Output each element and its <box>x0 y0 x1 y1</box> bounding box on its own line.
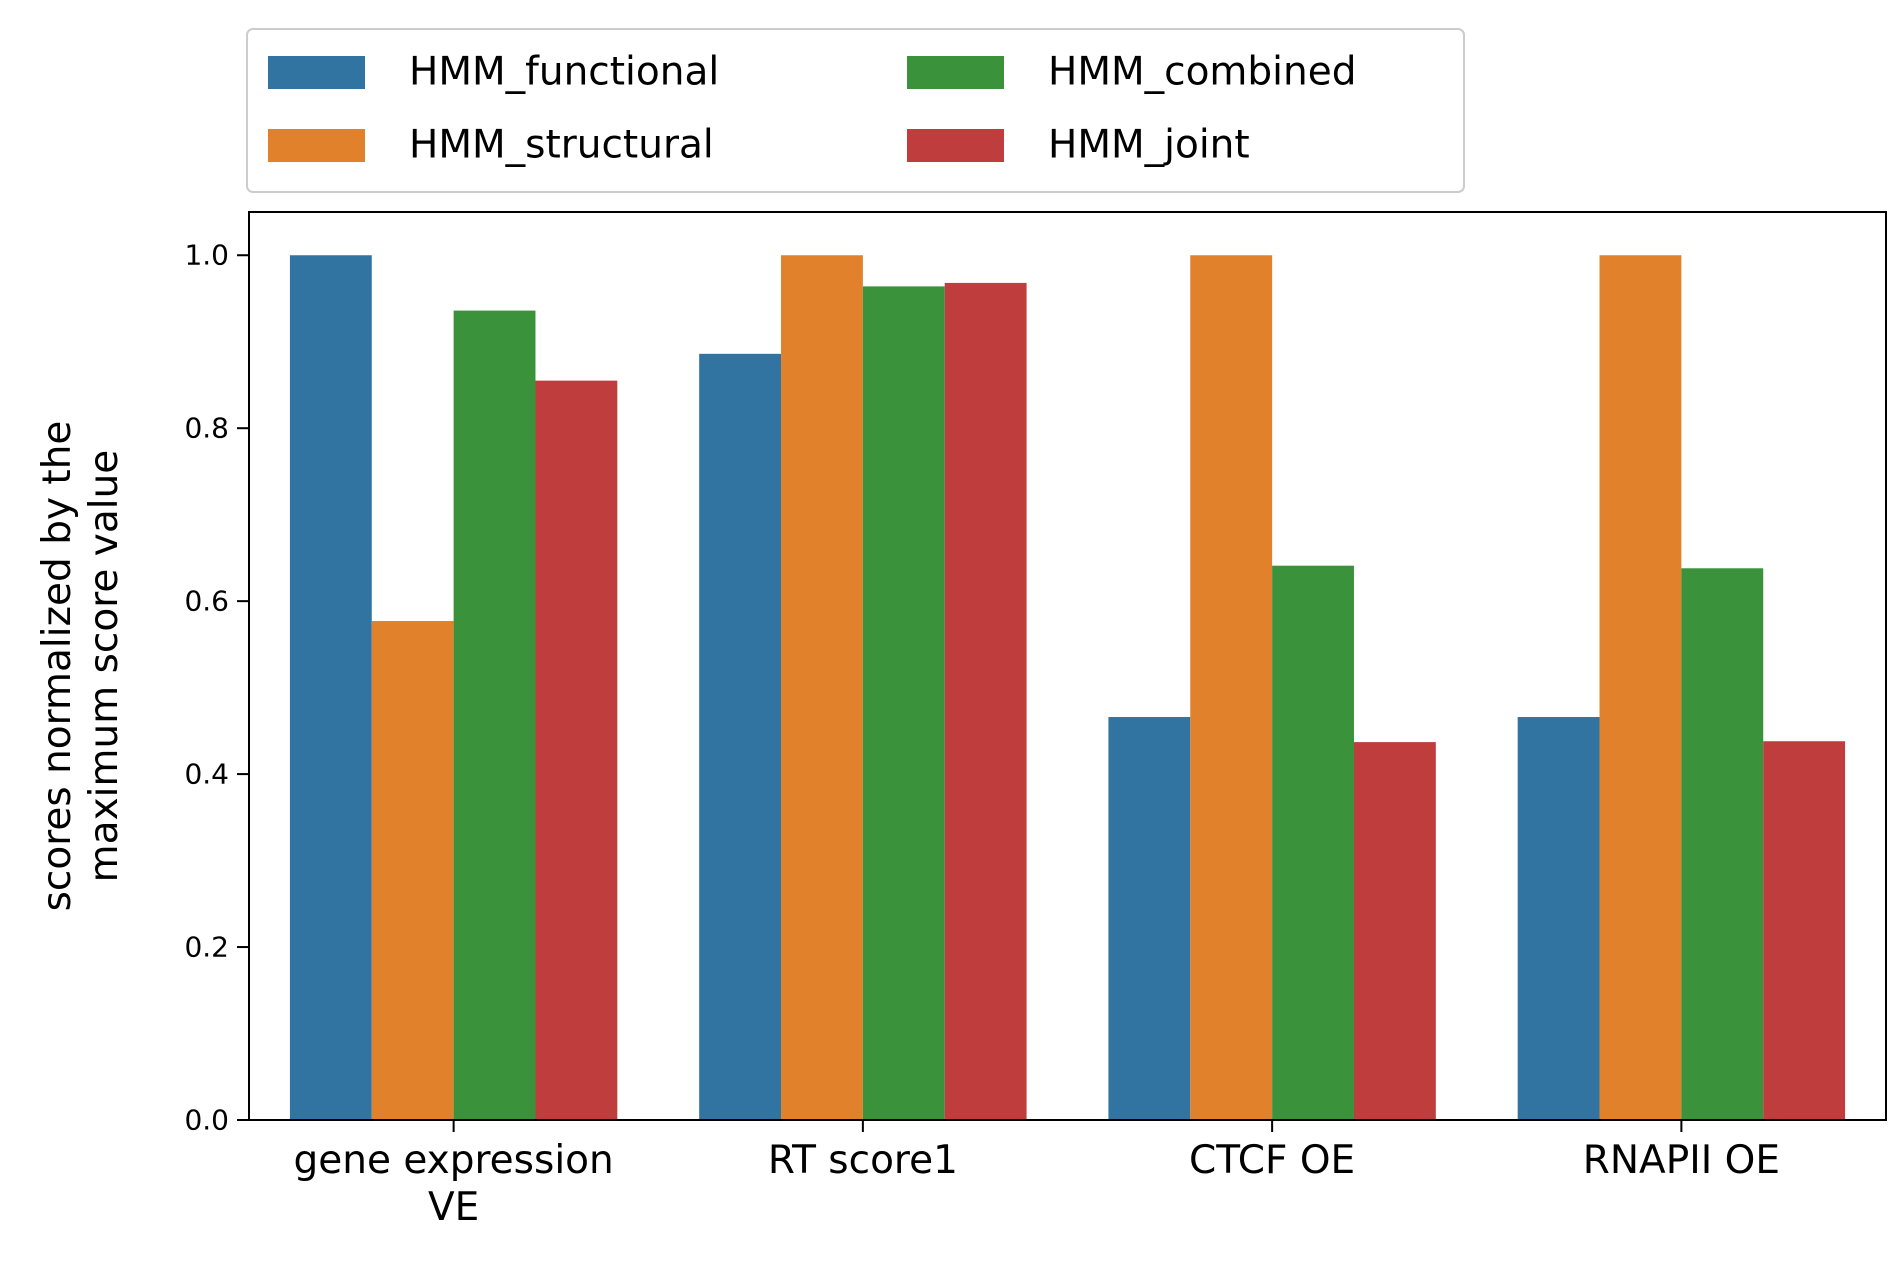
bar-HMM_joint-3 <box>1763 741 1846 1120</box>
y-tick-label: 0.0 <box>184 1104 229 1137</box>
bar-HMM_combined-2 <box>1272 565 1354 1120</box>
bar-HMM_joint-1 <box>944 282 1027 1120</box>
bars-layer <box>289 255 1846 1121</box>
x-tick-label: VE <box>428 1185 479 1230</box>
legend-swatch <box>268 129 365 162</box>
bar-HMM_structural-0 <box>371 621 454 1120</box>
x-tick-label: gene expression <box>294 1138 614 1183</box>
bar-HMM_structural-2 <box>1190 255 1273 1121</box>
legend-swatch <box>907 129 1004 162</box>
y-axis-label-line: maximum score value <box>82 450 127 883</box>
x-tick-label: CTCF OE <box>1189 1138 1355 1183</box>
y-axis-label-line: scores normalized by the <box>35 421 80 912</box>
bar-HMM_functional-0 <box>289 255 372 1121</box>
bar-HMM_joint-0 <box>535 380 618 1120</box>
bar-HMM_combined-3 <box>1681 568 1764 1120</box>
legend-swatch <box>907 56 1004 89</box>
x-tick-label: RNAPII OE <box>1583 1138 1780 1183</box>
legend-label: HMM_combined <box>1048 50 1356 95</box>
bar-HMM_functional-2 <box>1108 717 1191 1120</box>
legend: HMM_functional HMM_structural HMM_combined… <box>246 28 1465 193</box>
bar-HMM_structural-1 <box>781 255 863 1121</box>
y-tick-label: 0.2 <box>184 931 229 964</box>
y-tick-label: 0.4 <box>184 758 229 791</box>
x-tick-label: RT score1 <box>768 1138 958 1183</box>
y-axis: 0.0 0.2 0.4 0.6 0.8 1.0 <box>184 239 249 1137</box>
bar-HMM_combined-1 <box>862 286 945 1120</box>
legend-label: HMM_functional <box>409 50 719 95</box>
plot-frame <box>248 211 1887 1121</box>
bar-HMM_combined-0 <box>453 310 536 1121</box>
legend-label: HMM_joint <box>1048 123 1250 168</box>
legend-swatch <box>268 56 365 89</box>
y-axis-label: scores normalized by themaximum score va… <box>35 421 127 912</box>
y-tick-label: 0.8 <box>184 412 229 445</box>
bar-HMM_joint-2 <box>1353 742 1436 1120</box>
y-tick-label: 1.0 <box>184 239 229 272</box>
bar-HMM_functional-1 <box>699 353 782 1120</box>
legend-label: HMM_structural <box>409 123 714 168</box>
bar-HMM_structural-3 <box>1599 255 1682 1121</box>
legend-frame <box>246 28 1465 193</box>
bar-HMM_functional-3 <box>1517 717 1600 1120</box>
y-tick-label: 0.6 <box>184 585 229 618</box>
